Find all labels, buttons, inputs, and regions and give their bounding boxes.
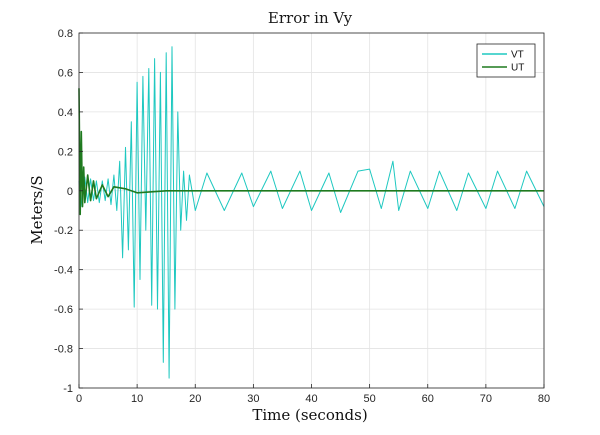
y-axis-label: Meters/S: [28, 175, 46, 244]
legend-label-vt: VT: [511, 50, 524, 61]
y-tick-label: 0.6: [58, 67, 73, 79]
x-axis-label: Time (seconds): [252, 406, 367, 424]
chart-title: Error in Vy: [268, 9, 353, 27]
y-tick-label: -0.4: [54, 265, 73, 277]
y-tick-label: 0.8: [58, 28, 73, 40]
y-ticks: -1 -0.8 -0.6 -0.4 -0.2 0 0.2 0.4 0.6 0.8: [54, 28, 83, 395]
series-layer: [78, 46, 545, 379]
x-tick-label: 40: [305, 393, 317, 405]
y-tick-label: 0.4: [58, 107, 73, 119]
grid: [78, 32, 545, 389]
x-tick-label: 0: [76, 393, 82, 405]
x-tick-label: 60: [422, 393, 434, 405]
x-tick-label: 10: [131, 393, 143, 405]
legend-label-ut: UT: [511, 63, 524, 74]
y-tick-label: 0.2: [58, 146, 73, 158]
y-tick-label: -0.2: [54, 225, 73, 237]
series-line-ut: [78, 88, 544, 216]
y-tick-label: -0.8: [54, 344, 73, 356]
y-tick-label: -1: [63, 383, 73, 395]
legend: VT UT: [476, 43, 536, 78]
y-tick-label: 0: [67, 186, 73, 198]
x-tick-label: 30: [247, 393, 259, 405]
y-tick-label: -0.6: [54, 304, 73, 316]
x-tick-label: 20: [189, 393, 201, 405]
series-line-vt: [78, 46, 545, 379]
legend-box: [476, 43, 536, 78]
x-tick-label: 70: [480, 393, 492, 405]
x-ticks: 0 10 20 30 40 50 60 70 80: [76, 384, 550, 405]
x-tick-label: 80: [538, 393, 550, 405]
x-tick-label: 50: [364, 393, 376, 405]
